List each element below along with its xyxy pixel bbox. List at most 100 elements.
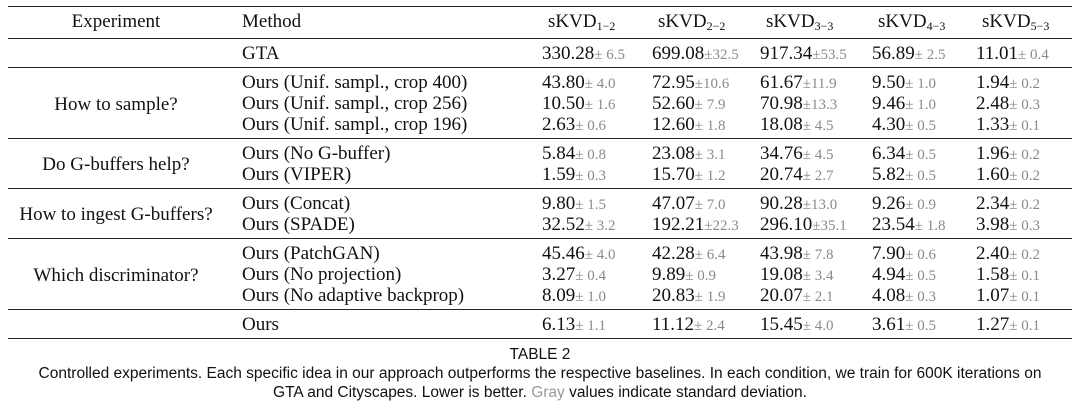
table-cell-value: 11.12± 2.4 xyxy=(652,315,725,336)
caption-gray-word: Gray xyxy=(531,384,565,401)
metric-base: sKVD xyxy=(658,11,707,32)
metric-value: 45.46 xyxy=(542,243,585,264)
metric-value: 1.59 xyxy=(542,164,576,185)
header-metric: sKVD3−3 xyxy=(766,12,833,36)
metric-value: 43.80 xyxy=(542,72,585,93)
metric-stddev: ± 0.4 xyxy=(575,268,606,284)
metric-value: 32.52 xyxy=(542,214,585,235)
metric-stddev: ± 3.2 xyxy=(584,218,616,234)
table-cell-value: 90.28±13.0 xyxy=(760,194,837,215)
metric-value: 70.98 xyxy=(760,93,803,114)
metric-value: 1.96 xyxy=(976,143,1010,164)
metric-stddev: ± 0.9 xyxy=(905,197,936,213)
table-cell-value: 72.95±10.6 xyxy=(652,73,729,94)
table-cell-value: 1.96± 0.2 xyxy=(976,144,1040,165)
metric-stddev: ± 2.7 xyxy=(802,168,834,184)
metric-stddev: ±35.1 xyxy=(812,218,847,234)
metric-stddev: ± 7.9 xyxy=(694,97,726,113)
metric-value: 42.28 xyxy=(652,243,695,264)
metric-stddev: ±13.0 xyxy=(802,197,838,213)
table-cell-value: 2.48± 0.3 xyxy=(976,94,1040,115)
table-cell-value: 6.34± 0.5 xyxy=(872,144,936,165)
metric-value: 10.50 xyxy=(542,93,585,114)
method-name: Ours (Unif. sampl., crop 256) xyxy=(242,93,468,114)
table-cell-value: 7.90± 0.6 xyxy=(872,244,936,265)
table-rule xyxy=(8,338,1072,340)
metric-base: sKVD xyxy=(766,11,815,32)
header-metric: sKVD4−3 xyxy=(878,12,945,36)
metric-stddev: ± 0.1 xyxy=(1009,318,1040,334)
metric-stddev: ± 1.0 xyxy=(905,76,936,92)
table-cell-value: 2.40± 0.2 xyxy=(976,244,1040,265)
metric-value: 2.48 xyxy=(976,93,1010,114)
metric-stddev: ± 0.2 xyxy=(1009,247,1040,263)
table-cell-value: 9.89± 0.9 xyxy=(652,265,716,286)
table-cell-value: 61.67±11.9 xyxy=(760,73,837,94)
metric-subscript: 5−3 xyxy=(1030,19,1050,33)
metric-value: 34.76 xyxy=(760,143,803,164)
table-cell-value: 5.82± 0.5 xyxy=(872,165,936,186)
metric-value: 47.07 xyxy=(652,193,695,214)
metric-value: 6.13 xyxy=(542,314,576,335)
metric-subscript: 3−3 xyxy=(814,19,834,33)
method-name: Ours (SPADE) xyxy=(242,214,355,235)
table-cell-value: 699.08±32.5 xyxy=(652,44,739,65)
metric-stddev: ± 7.8 xyxy=(802,247,834,263)
metric-value: 9.80 xyxy=(542,193,576,214)
experiment-label: Do G-buffers help? xyxy=(42,154,190,175)
table-cell-value: 19.08± 3.4 xyxy=(760,265,833,286)
metric-stddev: ± 2.5 xyxy=(914,47,946,63)
metric-stddev: ± 6.4 xyxy=(694,247,726,263)
metric-value: 9.46 xyxy=(872,93,906,114)
header-method: Method xyxy=(242,11,302,32)
metric-value: 5.84 xyxy=(542,143,576,164)
metric-value: 20.83 xyxy=(652,285,695,306)
table-rule xyxy=(8,67,1072,68)
table-cell-value: 9.26± 0.9 xyxy=(872,194,936,215)
table-cell-value: 15.45± 4.0 xyxy=(760,315,833,336)
table-rule xyxy=(8,238,1072,239)
metric-value: 699.08 xyxy=(652,43,705,64)
metric-subscript: 2−2 xyxy=(706,19,726,33)
table-cell-value: 1.58± 0.1 xyxy=(976,265,1040,286)
table-cell-value: 1.94± 0.2 xyxy=(976,73,1040,94)
table-cell-value: 15.70± 1.2 xyxy=(652,165,725,186)
metric-value: 15.70 xyxy=(652,164,695,185)
table-cell-value: 23.08± 3.1 xyxy=(652,144,725,165)
metric-stddev: ± 1.8 xyxy=(914,218,946,234)
metric-value: 1.58 xyxy=(976,264,1010,285)
metric-stddev: ± 0.6 xyxy=(575,118,606,134)
table-cell-value: 917.34±53.5 xyxy=(760,44,847,65)
metric-value: 5.82 xyxy=(872,164,906,185)
metric-stddev: ± 3.1 xyxy=(694,147,726,163)
metric-stddev: ± 4.5 xyxy=(802,118,834,134)
table-cell-value: 70.98±13.3 xyxy=(760,94,837,115)
method-name: Ours (No adaptive backprop) xyxy=(242,285,465,306)
metric-value: 1.33 xyxy=(976,114,1010,135)
metric-value: 52.60 xyxy=(652,93,695,114)
metric-value: 4.08 xyxy=(872,285,906,306)
method-name: Ours (No G-buffer) xyxy=(242,143,391,164)
method-name: Ours (No projection) xyxy=(242,264,402,285)
table-cell-value: 42.28± 6.4 xyxy=(652,244,725,265)
table-cell-value: 32.52± 3.2 xyxy=(542,215,615,236)
table-cell-value: 2.34± 0.2 xyxy=(976,194,1040,215)
table-cell-value: 45.46± 4.0 xyxy=(542,244,615,265)
table-rule xyxy=(8,138,1072,139)
metric-stddev: ±10.6 xyxy=(694,76,730,92)
metric-value: 23.08 xyxy=(652,143,695,164)
metric-value: 23.54 xyxy=(872,214,915,235)
metric-stddev: ± 0.3 xyxy=(905,289,936,305)
table-cell-value: 4.08± 0.3 xyxy=(872,286,936,307)
metric-stddev: ± 2.1 xyxy=(802,289,834,305)
method-name: GTA xyxy=(242,43,280,64)
metric-value: 1.27 xyxy=(976,314,1010,335)
metric-value: 20.74 xyxy=(760,164,803,185)
header-metric: sKVD2−2 xyxy=(658,12,725,36)
metric-value: 8.09 xyxy=(542,285,576,306)
metric-stddev: ± 0.9 xyxy=(685,268,716,284)
table-cell-value: 20.07± 2.1 xyxy=(760,286,833,307)
metric-stddev: ± 0.4 xyxy=(1018,47,1049,63)
metric-value: 9.50 xyxy=(872,72,906,93)
table-cell-value: 330.28± 6.5 xyxy=(542,44,625,65)
